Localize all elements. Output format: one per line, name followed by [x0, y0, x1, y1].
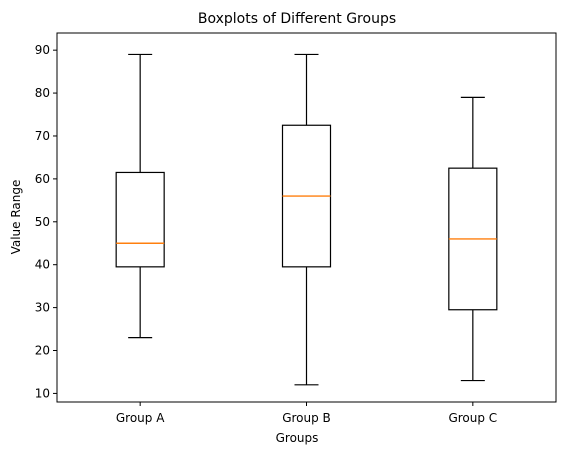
y-tick-label: 10: [35, 386, 50, 400]
y-tick-label: 30: [35, 301, 50, 315]
plot-area: 10 20 30 40 50 60 70 80 90 Group A Group B Group C: [35, 32, 557, 425]
x-axis-label: Groups: [276, 431, 319, 445]
group-a-box: [115, 171, 165, 268]
y-tick-label: 80: [35, 86, 50, 100]
x-tick-label: Group A: [116, 411, 165, 425]
y-tick-label: 90: [35, 43, 50, 57]
y-tick-label: 20: [35, 344, 50, 358]
chart-title: Boxplots of Different Groups: [198, 11, 396, 27]
x-tick-label: Group C: [448, 411, 497, 425]
y-axis-label: Value Range: [9, 180, 23, 255]
y-tick-label: 50: [35, 215, 50, 229]
x-tick-label: Group B: [282, 411, 331, 425]
y-tick-label: 60: [35, 172, 50, 186]
y-tick-label: 40: [35, 258, 50, 272]
y-tick-label: 70: [35, 129, 50, 143]
